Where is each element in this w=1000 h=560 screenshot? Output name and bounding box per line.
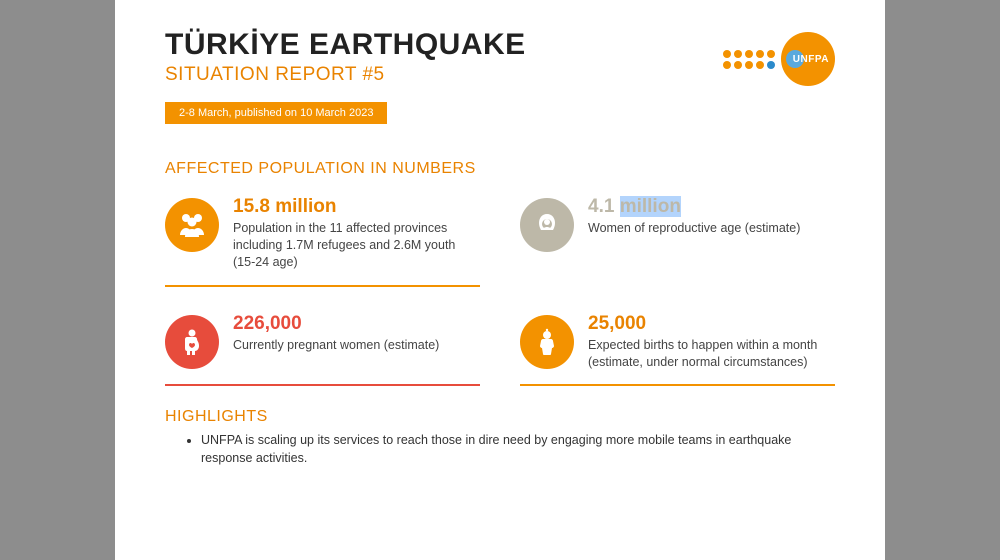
baby-icon <box>520 315 574 369</box>
date-badge: 2-8 March, published on 10 March 2023 <box>165 102 387 124</box>
stat-body: 15.8 million Population in the 11 affect… <box>233 196 480 271</box>
stat-number: 25,000 <box>588 313 835 335</box>
logo-dots-icon <box>723 50 775 69</box>
stat-births: 25,000 Expected births to happen within … <box>520 313 835 387</box>
stat-body: 25,000 Expected births to happen within … <box>588 313 835 371</box>
stat-women-reproductive: 4.1 million Women of reproductive age (e… <box>520 196 835 287</box>
pregnant-icon <box>165 315 219 369</box>
page: TÜRKİYE EARTHQUAKE SITUATION REPORT #5 2… <box>115 0 885 560</box>
stat-body: 226,000 Currently pregnant women (estima… <box>233 313 480 371</box>
section-heading-highlights: HIGHLIGHTS <box>165 408 835 426</box>
stat-number-prefix: 4.1 <box>588 196 620 217</box>
stat-desc: Currently pregnant women (estimate) <box>233 337 480 354</box>
section-heading-affected: AFFECTED POPULATION IN NUMBERS <box>165 160 835 178</box>
highlights-list: UNFPA is scaling up its services to reac… <box>165 432 835 467</box>
header-row: TÜRKİYE EARTHQUAKE SITUATION REPORT #5 2… <box>165 28 835 124</box>
logo-circle-icon: UNFPA <box>781 32 835 86</box>
document-title: TÜRKİYE EARTHQUAKE <box>165 28 723 62</box>
woman-head-icon <box>520 198 574 252</box>
stat-desc: Population in the 11 affected provinces … <box>233 220 480 271</box>
stat-number: 4.1 million <box>588 196 835 218</box>
title-block: TÜRKİYE EARTHQUAKE SITUATION REPORT #5 2… <box>165 28 723 124</box>
stats-grid: 15.8 million Population in the 11 affect… <box>165 196 835 386</box>
stat-desc: Women of reproductive age (estimate) <box>588 220 835 237</box>
highlight-item: UNFPA is scaling up its services to reac… <box>201 432 835 467</box>
stat-number: 15.8 million <box>233 196 480 218</box>
people-icon <box>165 198 219 252</box>
stat-population: 15.8 million Population in the 11 affect… <box>165 196 480 287</box>
stat-number-suffix-selected: million <box>620 196 681 217</box>
stat-number: 226,000 <box>233 313 480 335</box>
stat-pregnant: 226,000 Currently pregnant women (estima… <box>165 313 480 387</box>
stat-body: 4.1 million Women of reproductive age (e… <box>588 196 835 273</box>
unfpa-logo: UNFPA <box>723 32 835 86</box>
stat-desc: Expected births to happen within a month… <box>588 337 835 371</box>
document-subtitle: SITUATION REPORT #5 <box>165 64 723 86</box>
logo-text: UNFPA <box>793 54 829 65</box>
